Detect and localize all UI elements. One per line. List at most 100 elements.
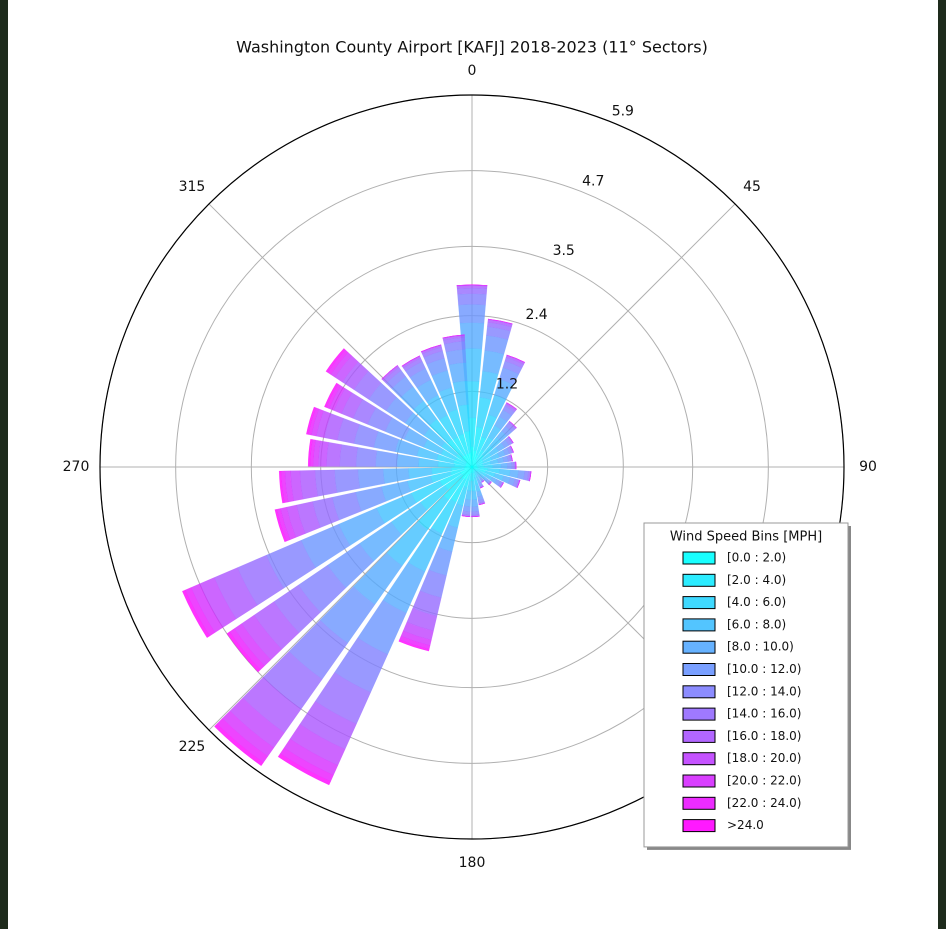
wind-bar: [420, 485, 449, 511]
wind-bar: [445, 349, 467, 366]
legend-label: [2.0 : 4.0): [727, 573, 786, 587]
wind-bar: [242, 676, 302, 734]
legend-swatch: [682, 618, 716, 632]
wind-bar: [474, 483, 481, 493]
wind-bar: [495, 442, 506, 452]
wind-bar: [375, 450, 399, 467]
wind-bar: [481, 452, 492, 461]
wind-bar: [253, 601, 300, 650]
angle-tick-label: 225: [179, 739, 206, 755]
wind-bar: [479, 470, 488, 477]
grid-spoke: [471, 203, 736, 468]
legend-swatch: [682, 551, 716, 565]
wind-bar: [471, 510, 480, 516]
legend-swatch: [682, 774, 716, 788]
wind-bar: [510, 445, 514, 453]
wind-bar: [475, 449, 485, 461]
wind-bar: [475, 475, 480, 481]
wind-bar: [430, 471, 452, 484]
wind-bar: [461, 515, 471, 518]
wind-bar: [357, 468, 385, 489]
wind-bar: [421, 344, 442, 352]
wind-bar: [487, 424, 502, 441]
wind-bar: [226, 631, 261, 673]
wind-bar: [442, 335, 466, 341]
wind-bar: [478, 483, 484, 488]
wind-bar: [458, 304, 486, 324]
wind-bar: [402, 621, 434, 641]
wind-bar: [341, 361, 369, 391]
wind-bar: [213, 723, 264, 767]
wind-bar: [517, 470, 526, 480]
wind-bar: [290, 470, 304, 502]
wind-bar: [288, 619, 349, 680]
wind-bar: [506, 402, 517, 410]
wind-bar: [474, 470, 479, 475]
wind-bar: [487, 319, 513, 328]
wind-bar: [505, 402, 517, 412]
wind-bar: [437, 524, 459, 553]
wind-bar: [440, 449, 458, 461]
wind-bar: [471, 466, 476, 470]
wind-bar: [382, 468, 410, 484]
wind-bar: [307, 438, 313, 467]
wind-bar: [494, 378, 514, 400]
wind-bar: [488, 318, 513, 325]
wind-bar: [468, 452, 473, 468]
wind-bar: [221, 710, 275, 757]
wind-bar: [498, 481, 504, 488]
wind-bar: [471, 505, 480, 513]
wind-bar: [439, 471, 462, 487]
wind-bar: [464, 466, 473, 469]
wind-bar: [456, 287, 488, 295]
wind-bar: [355, 486, 387, 512]
wind-bar: [279, 747, 334, 782]
wind-bar: [381, 365, 400, 382]
wind-bar: [476, 473, 481, 478]
wind-bar: [483, 464, 494, 469]
wind-bar: [398, 639, 430, 652]
wind-bar: [328, 385, 346, 411]
wind-bar: [504, 437, 513, 446]
wind-bar: [479, 477, 484, 482]
wind-bar: [395, 438, 420, 457]
legend-label: [12.0 : 14.0): [727, 684, 801, 698]
wind-bar: [502, 360, 523, 375]
wind-bar: [385, 369, 407, 390]
wind-bar: [478, 502, 486, 506]
wind-bar: [334, 469, 361, 494]
wind-bar: [456, 284, 488, 287]
wind-bar: [443, 476, 464, 501]
wind-bar: [490, 476, 498, 484]
wind-bar: [289, 723, 346, 766]
wind-bar: [339, 444, 358, 467]
wind-bar: [502, 447, 510, 456]
wind-bar: [486, 321, 512, 332]
legend-label: [18.0 : 20.0): [727, 751, 801, 765]
wind-bar: [400, 386, 424, 411]
wind-bar: [373, 431, 400, 453]
wind-bar: [431, 370, 453, 393]
wind-bar: [479, 370, 499, 400]
wind-bar: [492, 463, 502, 469]
wind-bar: [488, 318, 513, 325]
wind-bar: [473, 426, 484, 452]
legend-label: >24.0: [727, 818, 764, 832]
wind-bar: [475, 463, 483, 467]
wind-bar: [334, 637, 389, 693]
wind-bar: [495, 430, 508, 443]
wind-bar: [456, 285, 488, 289]
wind-bar: [416, 379, 439, 403]
legend-title: Wind Speed Bins [MPH]: [670, 530, 822, 545]
wind-bar: [461, 515, 471, 518]
wind-bar: [488, 481, 492, 486]
wind-bar: [353, 370, 382, 400]
wind-bar: [475, 458, 484, 465]
angle-tick-label: 90: [859, 459, 877, 475]
radial-tick-label: 1.2: [496, 376, 518, 392]
wind-bar: [508, 454, 513, 462]
wind-bar: [412, 400, 438, 427]
wind-bar: [340, 392, 364, 419]
wind-bar: [479, 485, 484, 489]
wind-bar: [484, 470, 496, 478]
